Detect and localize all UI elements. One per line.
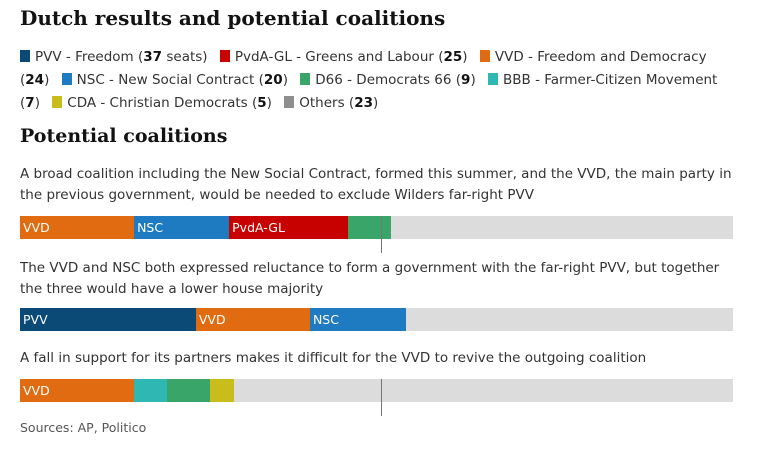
bar-segment-label: PVV xyxy=(23,312,48,327)
legend-swatch-pvdagl xyxy=(219,50,230,62)
bar-segment-pvv: PVV xyxy=(20,308,197,331)
legend-suffix-pvv: seats) xyxy=(162,49,208,65)
legend-swatch-bbb xyxy=(488,73,499,85)
legend-swatch-d66 xyxy=(300,73,311,85)
legend-swatch-pvv xyxy=(20,50,30,62)
legend-item-cda: CDA - Christian Democrats (5) xyxy=(52,95,272,111)
legend: PVV - Freedom (37 seats) PvdA-GL - Green… xyxy=(20,46,740,115)
legend-label-d66: D66 - Democrats 66 xyxy=(315,72,452,88)
bar-segment-vvd: VVD xyxy=(20,379,135,402)
bar-segment-label: VVD xyxy=(23,383,50,398)
legend-label-bbb: BBB - Farmer-Citizen Movement xyxy=(503,72,718,88)
majority-tick-3 xyxy=(381,379,383,416)
bar-segment-nsc: NSC xyxy=(309,308,406,331)
coalition-bar-3: VVD xyxy=(20,379,733,402)
legend-seats-bbb: 7 xyxy=(25,95,35,111)
legend-item-pvdagl: PvdA-GL - Greens and Labour (25) xyxy=(219,49,468,65)
legend-item-nsc: NSC - New Social Contract (20) xyxy=(61,72,288,88)
legend-item-others: Others (23) xyxy=(284,95,378,111)
legend-label-cda: CDA - Christian Democrats xyxy=(67,95,248,111)
bar-segment-cda xyxy=(210,379,235,402)
bar-segment-label: NSC xyxy=(137,220,164,235)
bar-segment-label: PvdA-GL xyxy=(232,220,285,235)
legend-item-d66: D66 - Democrats 66 (9) xyxy=(300,72,476,88)
legend-suffix-nsc: ) xyxy=(282,72,288,88)
legend-seats-pvdagl: 25 xyxy=(443,49,463,65)
bar-segment-pvdagl: PvdA-GL xyxy=(229,216,349,239)
bar-segment-d66 xyxy=(167,379,211,402)
bar-segment-bbb xyxy=(134,379,168,402)
section-title: Potential coalitions xyxy=(20,125,228,147)
bar-segment-label: VVD xyxy=(198,312,226,327)
legend-seats-vvd: 24 xyxy=(25,72,45,88)
bar-segment-nsc: NSC xyxy=(134,216,230,239)
source-note: Sources: AP, Politico xyxy=(20,420,147,435)
legend-swatch-vvd xyxy=(479,50,490,62)
legend-seats-nsc: 20 xyxy=(263,72,283,88)
legend-suffix-bbb: ) xyxy=(34,95,40,111)
bar-segment-d66 xyxy=(347,216,392,239)
legend-label-nsc: NSC - New Social Contract xyxy=(76,72,255,88)
legend-label-pvv: PVV - Freedom xyxy=(35,49,134,65)
coalition-bar-1: VVD NSC PvdA-GL xyxy=(20,216,733,239)
legend-suffix-others: ) xyxy=(372,95,379,111)
bar-segment-vvd: VVD xyxy=(20,216,135,239)
bar-segment-label: NSC xyxy=(312,312,339,327)
bar-segment-vvd: VVD xyxy=(195,308,311,331)
legend-seats-others: 23 xyxy=(354,95,373,111)
chart-title: Dutch results and potential coalitions xyxy=(20,6,446,30)
legend-swatch-others xyxy=(284,96,295,108)
legend-suffix-pvdagl: ) xyxy=(462,49,468,65)
legend-swatch-nsc xyxy=(61,73,72,85)
legend-suffix-cda: ) xyxy=(266,95,272,111)
legend-seats-pvv: 37 xyxy=(143,49,163,65)
legend-label-pvdagl: PvdA-GL - Greens and Labour xyxy=(234,49,434,65)
majority-tick-1 xyxy=(381,216,383,253)
coalition-bar-2: PVV VVD NSC xyxy=(20,308,733,331)
legend-item-bbb: BBB - Farmer-Citizen Movement (7) xyxy=(20,72,718,111)
bar-segment-label: VVD xyxy=(23,220,50,235)
legend-item-pvv: PVV - Freedom (37 seats) xyxy=(20,49,208,65)
legend-label-others: Others xyxy=(299,95,345,111)
legend-swatch-cda xyxy=(52,96,63,108)
legend-suffix-d66: ) xyxy=(470,72,476,88)
legend-seats-cda: 5 xyxy=(257,95,267,111)
legend-seats-d66: 9 xyxy=(461,72,471,88)
legend-item-vvd: VVD - Freedom and Democracy (24) xyxy=(20,49,707,88)
coalition-description-1: A broad coalition including the New Soci… xyxy=(20,166,732,203)
legend-label-vvd: VVD - Freedom and Democracy xyxy=(494,49,707,65)
coalition-description-3: A fall in support for its partners makes… xyxy=(20,350,647,366)
legend-suffix-vvd: ) xyxy=(44,72,50,88)
coalition-description-2: The VVD and NSC both expressed reluctanc… xyxy=(20,260,720,297)
